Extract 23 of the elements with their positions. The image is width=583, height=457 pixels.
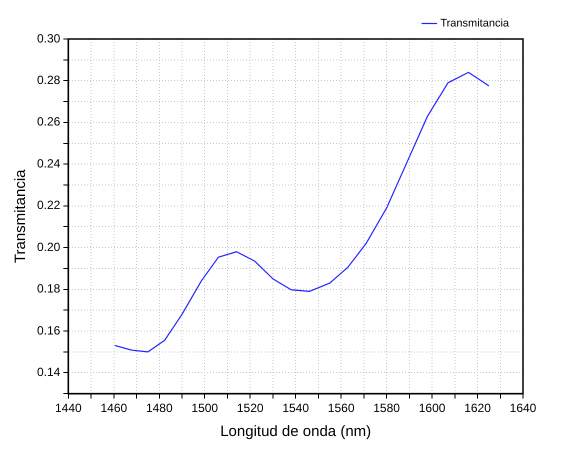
x-axis-title: Longitud de onda (nm)	[220, 423, 372, 440]
x-tick-label: 1640	[510, 401, 537, 416]
x-tick-label: 1520	[236, 401, 264, 416]
x-tick-label: 1480	[146, 401, 173, 416]
x-tick-label: 1440	[55, 401, 82, 416]
y-tick-label: 0.16	[36, 323, 61, 338]
x-tick-label: 1540	[282, 401, 310, 416]
y-tick-label: 0.26	[36, 114, 61, 129]
legend-label: Transmitancia	[440, 18, 510, 30]
y-tick-label: 0.14	[36, 365, 61, 380]
y-tick-label: 0.30	[36, 31, 61, 46]
x-tick-label: 1580	[373, 401, 400, 416]
x-tick-label: 1500	[191, 401, 218, 416]
x-tick-label: 1460	[100, 401, 128, 416]
y-tick-label: 0.22	[36, 198, 61, 212]
y-axis-title: Transmitancia	[12, 168, 30, 264]
x-tick-label: 1620	[464, 401, 492, 416]
y-tick-label: 0.20	[36, 240, 61, 254]
y-tick-label: 0.24	[36, 156, 61, 170]
x-tick-label: 1600	[418, 401, 446, 416]
y-tick-label: 0.28	[36, 73, 61, 88]
y-tick-label: 0.18	[36, 282, 61, 296]
x-tick-label: 1560	[328, 401, 355, 416]
